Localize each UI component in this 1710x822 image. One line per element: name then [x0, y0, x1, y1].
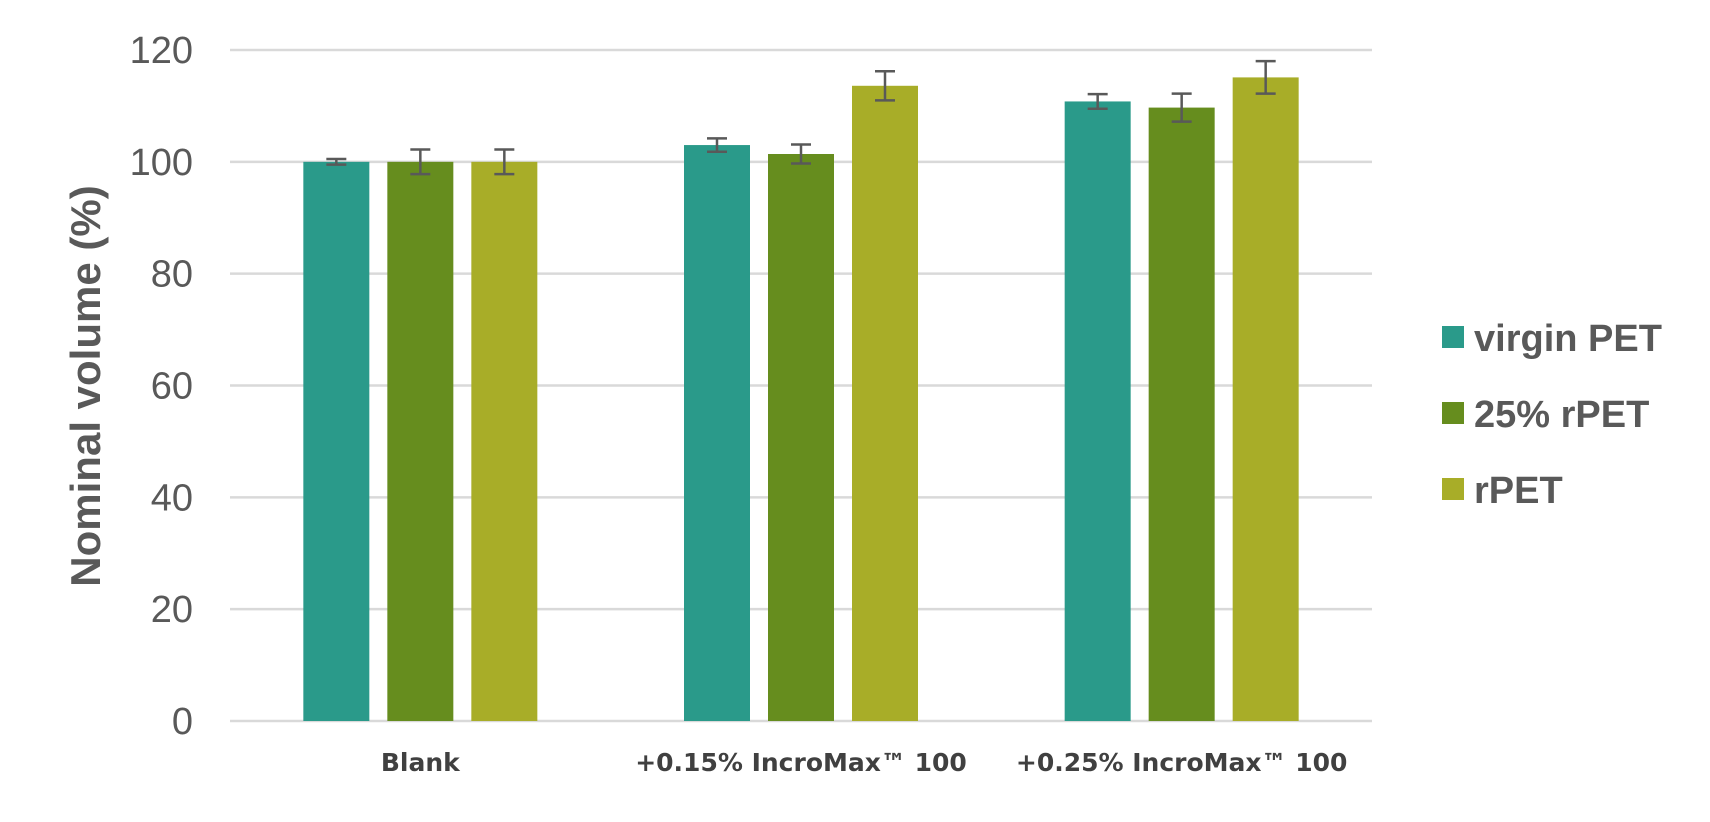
y-tick-label: 40 — [151, 477, 193, 519]
error-bar — [1255, 59, 1276, 95]
x-axis-categories: Blank +0.15% IncroMax™ 100 +0.25% IncroMax… — [381, 748, 1348, 777]
error-bar — [791, 143, 811, 165]
y-tick-label: 80 — [151, 254, 193, 296]
x-category-label: Blank — [381, 748, 461, 777]
legend-item: rPET — [1442, 470, 1563, 512]
legend-label: rPET — [1474, 470, 1563, 512]
legend-swatch — [1442, 478, 1464, 500]
y-tick-label: 120 — [130, 30, 193, 72]
bar — [471, 161, 538, 722]
bar — [768, 154, 834, 721]
y-tick-label: 100 — [130, 142, 193, 184]
x-category-label: +0.25% IncroMax™ 100 — [1016, 748, 1348, 777]
error-bar — [410, 148, 431, 176]
bar — [387, 161, 454, 722]
error-bar — [326, 157, 347, 166]
y-tick-label: 60 — [151, 366, 193, 408]
legend: virgin PET 25% rPET rPET — [1442, 318, 1662, 512]
y-axis-ticks: 0 20 40 60 80 100 120 — [130, 30, 193, 743]
y-tick-label: 0 — [172, 701, 193, 743]
error-bar — [1171, 92, 1192, 123]
bars — [303, 77, 1299, 722]
bar — [303, 161, 370, 722]
bar — [1148, 107, 1215, 721]
legend-item: virgin PET — [1442, 318, 1662, 360]
y-axis-label: Nominal volume (%) — [62, 185, 109, 586]
legend-item: 25% rPET — [1442, 394, 1649, 436]
legend-swatch — [1442, 402, 1464, 424]
bar — [852, 85, 918, 721]
error-bar — [707, 137, 727, 154]
legend-label: virgin PET — [1474, 318, 1662, 360]
bar — [1064, 101, 1131, 721]
error-bar — [875, 69, 895, 102]
bar — [1232, 77, 1299, 721]
error-bars — [326, 59, 1276, 176]
error-bar — [494, 148, 515, 176]
legend-label: 25% rPET — [1474, 394, 1649, 436]
bar — [684, 145, 750, 721]
y-tick-label: 20 — [151, 589, 193, 631]
error-bar — [1087, 92, 1108, 110]
x-category-label: +0.15% IncroMax™ 100 — [635, 748, 967, 777]
legend-swatch — [1442, 326, 1464, 348]
